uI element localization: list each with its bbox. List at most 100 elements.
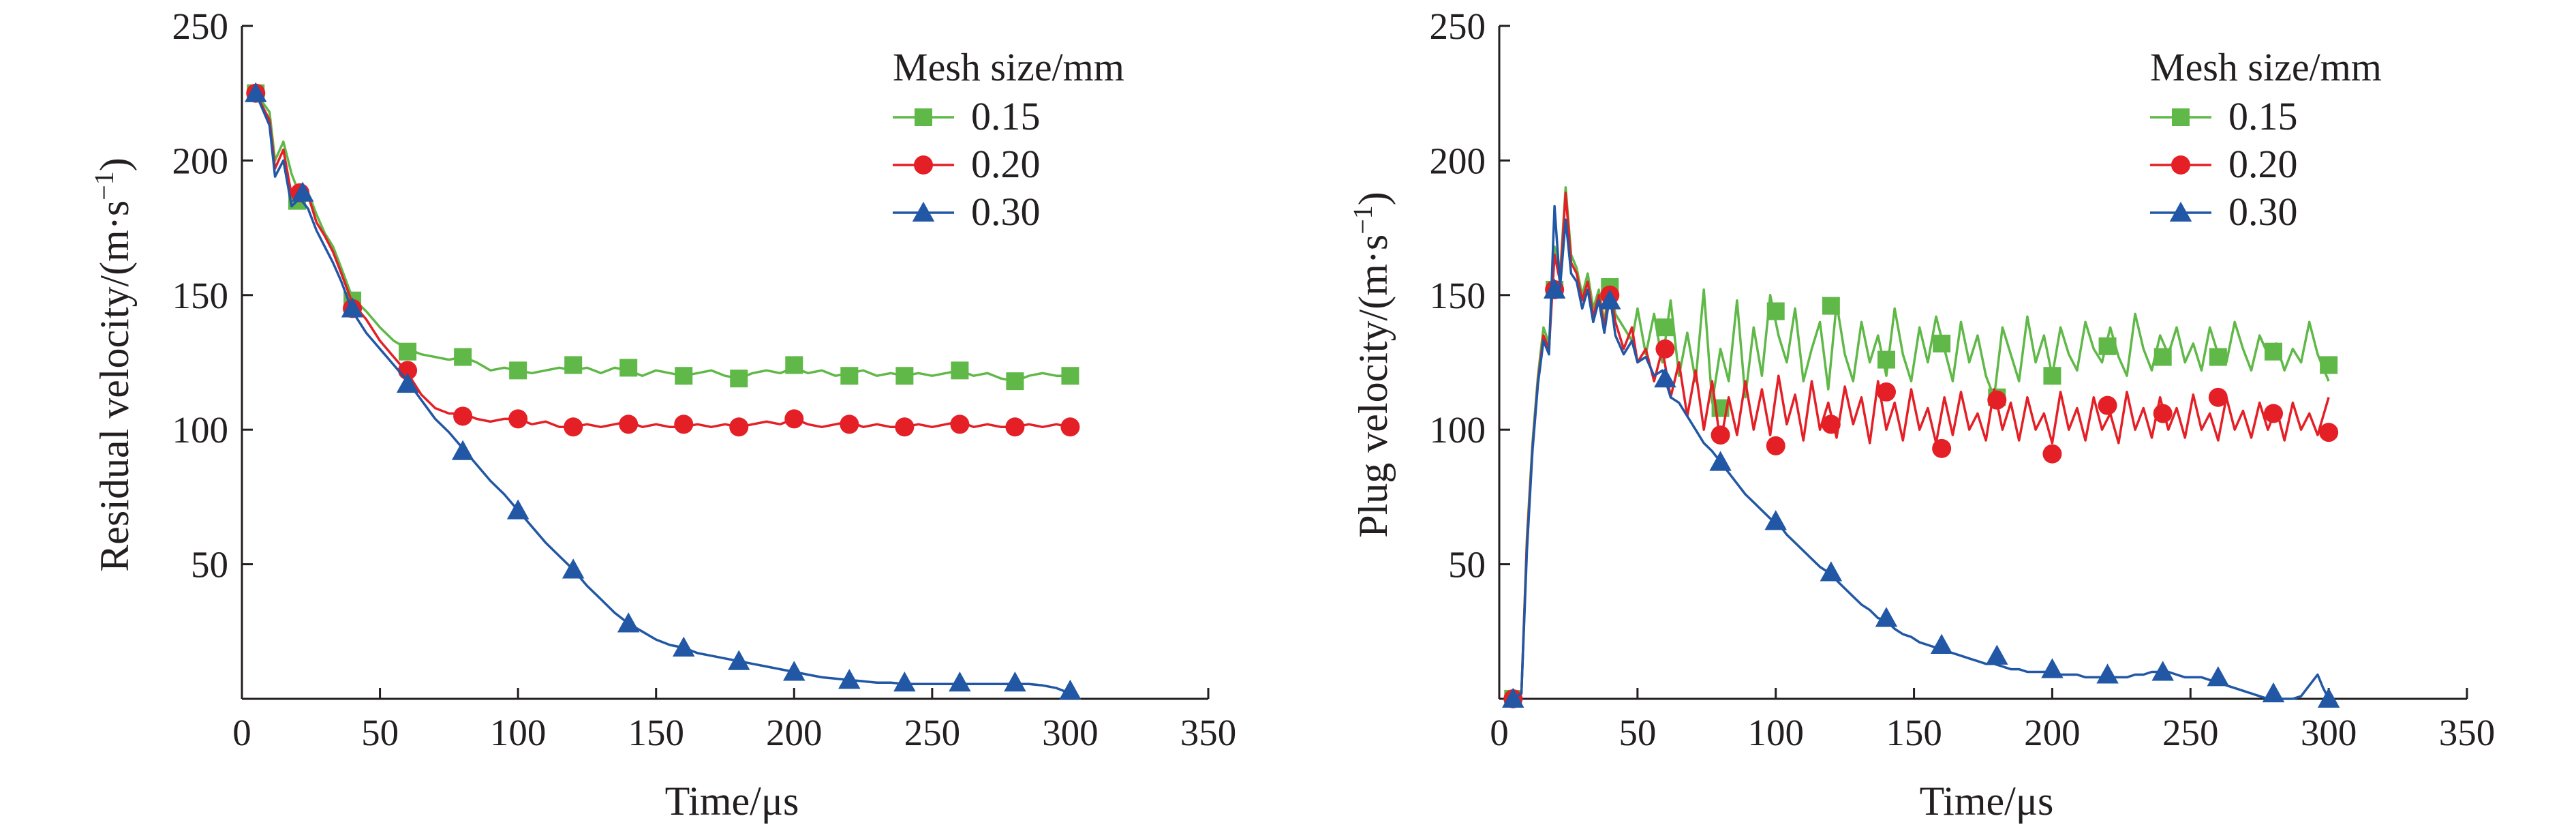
x-tick-label: 250 bbox=[2162, 712, 2219, 753]
series-marker-0.30 bbox=[1709, 451, 1732, 471]
series-marker-0.20 bbox=[453, 406, 473, 426]
series-marker-0.15 bbox=[1656, 318, 1674, 337]
series-marker-0.15 bbox=[785, 356, 803, 374]
y-tick-label: 200 bbox=[172, 140, 229, 181]
series-marker-0.30 bbox=[949, 672, 971, 692]
legend-marker-0.20 bbox=[2171, 155, 2190, 175]
series-marker-0.30 bbox=[1654, 367, 1676, 388]
series-marker-0.15 bbox=[509, 361, 527, 380]
series-marker-0.20 bbox=[674, 415, 694, 434]
series-line-0.20 bbox=[254, 92, 1071, 429]
legend-label-0.20: 0.20 bbox=[971, 142, 1041, 186]
y-axis-title: Plug velocity/(m·s−1) bbox=[1347, 192, 1396, 538]
y-tick-label: 150 bbox=[1430, 275, 1486, 316]
series-line-0.30 bbox=[1512, 205, 2330, 700]
x-tick-label: 100 bbox=[490, 712, 547, 753]
series-marker-0.15 bbox=[1006, 372, 1024, 391]
series-marker-0.30 bbox=[893, 672, 916, 692]
x-tick-label: 350 bbox=[2439, 712, 2496, 753]
series-marker-0.30 bbox=[783, 661, 806, 681]
x-tick-label: 50 bbox=[361, 712, 399, 753]
series-marker-0.30 bbox=[1004, 672, 1026, 692]
series-marker-0.15 bbox=[564, 356, 583, 374]
y-tick-label: 100 bbox=[172, 409, 229, 451]
series-marker-0.30 bbox=[1543, 278, 1566, 299]
series-marker-0.30 bbox=[1986, 644, 2008, 665]
series-marker-0.30 bbox=[1764, 510, 1787, 530]
series-marker-0.15 bbox=[951, 361, 969, 380]
legend-label-0.30: 0.30 bbox=[2228, 190, 2298, 234]
legend-label-0.15: 0.15 bbox=[2228, 94, 2298, 138]
series-marker-0.20 bbox=[950, 415, 970, 434]
x-tick-label: 0 bbox=[1490, 712, 1509, 753]
series-marker-0.15 bbox=[895, 367, 914, 385]
series-marker-0.30 bbox=[838, 669, 861, 689]
y-axis-title: Residual velocity/(m·s−1) bbox=[89, 157, 138, 571]
series-marker-0.20 bbox=[1005, 417, 1025, 437]
x-tick-label: 350 bbox=[1180, 712, 1237, 753]
series-marker-0.20 bbox=[1987, 390, 2007, 410]
series-marker-0.30 bbox=[1502, 687, 1524, 708]
y-tick-label: 50 bbox=[1448, 544, 1486, 586]
series-marker-0.30 bbox=[1930, 633, 1953, 655]
x-axis-title: Time/μs bbox=[1920, 779, 2054, 824]
series-marker-0.30 bbox=[2207, 666, 2230, 687]
series-marker-0.30 bbox=[2262, 682, 2285, 703]
legend: Mesh size/mm 0.150.200.30 bbox=[2150, 45, 2382, 234]
series-marker-0.20 bbox=[729, 417, 749, 437]
series-marker-0.15 bbox=[454, 348, 472, 366]
series-marker-0.20 bbox=[1060, 417, 1080, 437]
series-marker-0.20 bbox=[1766, 436, 1785, 455]
series-marker-0.15 bbox=[730, 370, 748, 388]
series-marker-0.15 bbox=[1766, 302, 1785, 320]
series-marker-0.20 bbox=[1821, 415, 1841, 434]
x-tick-label: 200 bbox=[766, 712, 823, 753]
series-marker-0.30 bbox=[2041, 658, 2064, 678]
series-marker-0.20 bbox=[1711, 425, 1730, 445]
series-marker-0.15 bbox=[1061, 367, 1079, 385]
legend-marker-0.20 bbox=[914, 155, 933, 175]
series-marker-0.20 bbox=[2153, 404, 2173, 423]
series-marker-0.20 bbox=[784, 409, 804, 429]
series-marker-0.20 bbox=[1932, 438, 1952, 458]
series-marker-0.30 bbox=[506, 499, 530, 520]
x-tick-label: 0 bbox=[232, 712, 251, 753]
x-tick-label: 250 bbox=[904, 712, 961, 753]
y-tick-label: 200 bbox=[1430, 140, 1486, 181]
series-marker-0.20 bbox=[2264, 404, 2283, 423]
series-marker-0.30 bbox=[1820, 561, 1843, 582]
y-tick-label: 250 bbox=[172, 5, 229, 47]
series-marker-0.15 bbox=[675, 367, 693, 385]
series-marker-0.15 bbox=[2320, 356, 2338, 374]
series-marker-0.30 bbox=[2151, 661, 2174, 681]
series-marker-0.30 bbox=[672, 636, 695, 657]
series-marker-0.15 bbox=[1877, 350, 1895, 369]
series-marker-0.15 bbox=[2209, 348, 2227, 366]
series-marker-0.30 bbox=[728, 650, 750, 670]
x-tick-label: 150 bbox=[1886, 712, 1942, 753]
series-marker-0.30 bbox=[2317, 687, 2340, 708]
series-marker-0.20 bbox=[2319, 423, 2339, 442]
series-marker-0.30 bbox=[396, 372, 419, 393]
x-tick-label: 200 bbox=[2024, 712, 2081, 753]
series-marker-0.20 bbox=[1877, 382, 1896, 402]
series-marker-0.20 bbox=[2098, 395, 2117, 415]
y-tick-label: 150 bbox=[172, 275, 229, 316]
x-tick-label: 150 bbox=[628, 712, 684, 753]
series-marker-0.20 bbox=[1655, 339, 1675, 359]
x-tick-label: 300 bbox=[2301, 712, 2357, 753]
legend: Mesh size/mm 0.150.200.30 bbox=[893, 45, 1124, 234]
series-marker-0.15 bbox=[619, 359, 638, 377]
series-marker-0.15 bbox=[2265, 342, 2282, 361]
series-marker-0.20 bbox=[619, 415, 639, 434]
series-marker-0.20 bbox=[508, 409, 528, 429]
series-marker-0.15 bbox=[2043, 367, 2061, 385]
legend-label-0.15: 0.15 bbox=[971, 94, 1041, 138]
series-marker-0.30 bbox=[2096, 663, 2119, 684]
residual-velocity-chart: Residual velocity/(m·s−1) Time/μs 0 50 100… bbox=[89, 5, 1237, 824]
series-marker-0.30 bbox=[451, 440, 474, 460]
series-marker-0.30 bbox=[1059, 679, 1082, 700]
y-tick-label: 50 bbox=[191, 544, 228, 586]
legend-label-0.20: 0.20 bbox=[2228, 142, 2298, 186]
y-tick-label: 100 bbox=[1430, 409, 1486, 451]
